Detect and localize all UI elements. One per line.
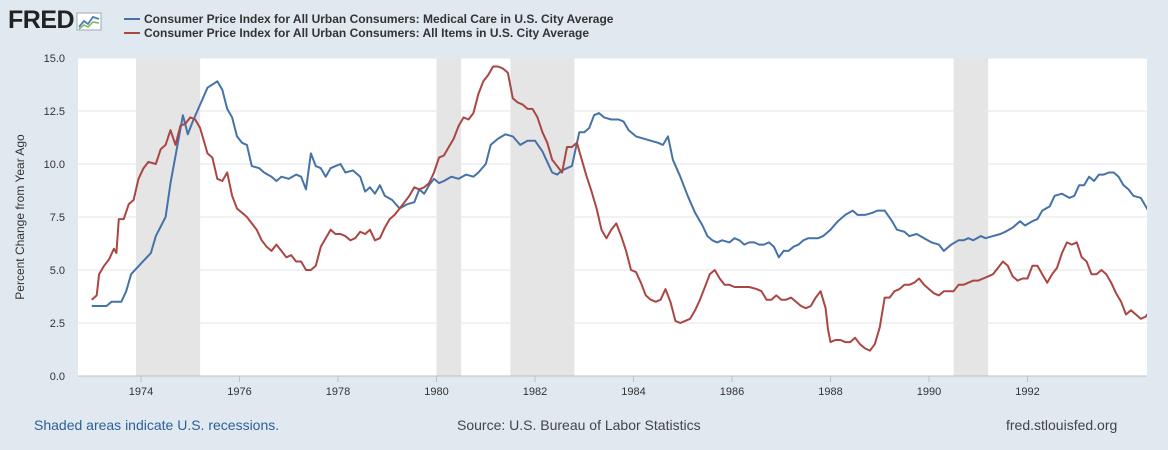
fred-logo-text: FRED <box>8 6 75 34</box>
legend-item-all-items[interactable]: Consumer Price Index for All Urban Consu… <box>124 26 613 40</box>
x-tick-label: 1982 <box>523 386 547 398</box>
legend-swatch-medical <box>124 18 140 20</box>
fred-logo[interactable]: FRED <box>8 6 102 35</box>
y-axis-label: Percent Change from Year Ago <box>13 134 27 300</box>
series-line-medical-care[interactable] <box>91 80 1168 307</box>
chart-legend: Consumer Price Index for All Urban Consu… <box>124 12 613 40</box>
site-link[interactable]: fred.stlouisfed.org <box>1006 417 1118 433</box>
x-tick-label: 1978 <box>326 386 350 398</box>
legend-swatch-all-items <box>124 32 140 34</box>
x-tick-label: 1974 <box>129 386 153 398</box>
x-tick-label: 1990 <box>917 386 941 398</box>
x-tick-label: 1986 <box>720 386 744 398</box>
recession-note[interactable]: Shaded areas indicate U.S. recessions. <box>34 417 280 433</box>
series-line-all-items[interactable] <box>91 65 1168 352</box>
y-tick-label: 5.0 <box>50 265 65 277</box>
legend-label-medical: Consumer Price Index for All Urban Consu… <box>144 12 614 26</box>
fred-chart-icon <box>76 12 102 30</box>
y-tick-label: 7.5 <box>50 212 65 224</box>
source-text: Source: U.S. Bureau of Labor Statistics <box>457 417 701 433</box>
y-tick-label: 10.0 <box>44 159 65 171</box>
x-tick-label: 1980 <box>424 386 448 398</box>
legend-item-medical[interactable]: Consumer Price Index for All Urban Consu… <box>124 12 613 26</box>
x-tick-label: 1992 <box>1015 386 1039 398</box>
legend-label-all-items: Consumer Price Index for All Urban Consu… <box>144 26 589 40</box>
y-tick-label: 15.0 <box>44 53 65 65</box>
y-tick-label: 0.0 <box>50 371 65 383</box>
x-tick-label: 1988 <box>818 386 842 398</box>
x-tick-label: 1976 <box>227 386 251 398</box>
x-tick-label: 1984 <box>621 386 645 398</box>
y-tick-label: 2.5 <box>50 318 65 330</box>
y-tick-label: 12.5 <box>44 106 65 118</box>
